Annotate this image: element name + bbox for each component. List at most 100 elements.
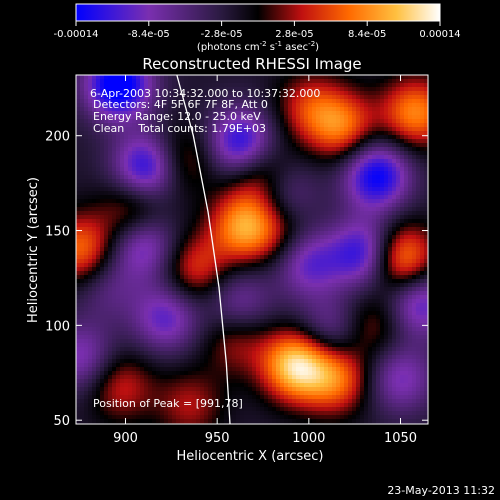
heatmap-cell	[140, 227, 145, 232]
heatmap-cell	[100, 223, 105, 228]
heatmap-cell	[148, 235, 153, 240]
heatmap-cell	[264, 155, 269, 160]
heatmap-cell	[96, 159, 101, 164]
heatmap-cell	[240, 263, 245, 268]
heatmap-cell	[180, 295, 185, 300]
heatmap-cell	[380, 291, 385, 296]
heatmap-cell	[124, 111, 129, 116]
heatmap-cell	[360, 263, 365, 268]
heatmap-cell	[196, 171, 201, 176]
heatmap-cell	[140, 287, 145, 292]
heatmap-cell	[216, 235, 221, 240]
heatmap-cell	[380, 183, 385, 188]
heatmap-cell	[376, 267, 381, 272]
heatmap-cell	[368, 163, 373, 168]
heatmap-cell	[264, 115, 269, 120]
heatmap-cell	[232, 187, 237, 192]
heatmap-cell	[92, 107, 97, 112]
heatmap-cell	[212, 239, 217, 244]
heatmap-cell	[392, 295, 397, 300]
heatmap-cell	[232, 103, 237, 108]
heatmap-cell	[384, 183, 389, 188]
heatmap-cell	[156, 135, 161, 140]
heatmap-cell	[348, 123, 353, 128]
heatmap-cell	[164, 175, 169, 180]
heatmap-cell	[172, 151, 177, 156]
heatmap-cell	[316, 243, 321, 248]
heatmap-cell	[256, 139, 261, 144]
heatmap-cell	[356, 83, 361, 88]
heatmap-cell	[316, 275, 321, 280]
heatmap-cell	[76, 163, 81, 168]
heatmap-cell	[372, 243, 377, 248]
heatmap-cell	[168, 87, 173, 92]
heatmap-cell	[80, 219, 85, 224]
heatmap-cell	[100, 95, 105, 100]
heatmap-cell	[316, 247, 321, 252]
heatmap-cell	[144, 91, 149, 96]
heatmap-cell	[280, 163, 285, 168]
heatmap-cell	[128, 139, 133, 144]
heatmap-cell	[380, 203, 385, 208]
heatmap-cell	[364, 267, 369, 272]
heatmap-cell	[204, 195, 209, 200]
heatmap-cell	[188, 183, 193, 188]
heatmap-cell	[84, 171, 89, 176]
heatmap-cell	[84, 83, 89, 88]
heatmap-cell	[156, 227, 161, 232]
heatmap-cell	[268, 207, 273, 212]
heatmap-cell	[320, 123, 325, 128]
heatmap-cell	[408, 263, 413, 268]
heatmap-cell	[148, 215, 153, 220]
heatmap-cell	[120, 259, 125, 264]
heatmap-cell	[92, 111, 97, 116]
heatmap-cell	[376, 75, 381, 80]
heatmap-cell	[336, 159, 341, 164]
heatmap-cell	[396, 119, 401, 124]
heatmap-cell	[244, 235, 249, 240]
heatmap-cell	[276, 83, 281, 88]
heatmap-cell	[304, 127, 309, 132]
heatmap-cell	[408, 243, 413, 248]
heatmap-cell	[272, 119, 277, 124]
heatmap-cell	[356, 115, 361, 120]
heatmap-cell	[392, 271, 397, 276]
heatmap-cell	[344, 199, 349, 204]
heatmap-cell	[420, 107, 425, 112]
heatmap-cell	[76, 75, 81, 80]
heatmap-cell	[260, 207, 265, 212]
heatmap-cell	[412, 119, 417, 124]
heatmap-cell	[136, 231, 141, 236]
heatmap-cell	[204, 271, 209, 276]
heatmap-cell	[308, 123, 313, 128]
heatmap-cell	[296, 263, 301, 268]
heatmap-cell	[200, 283, 205, 288]
heatmap-cell	[148, 119, 153, 124]
heatmap-cell	[360, 255, 365, 260]
heatmap-cell	[396, 139, 401, 144]
heatmap-cell	[244, 151, 249, 156]
heatmap-cell	[132, 143, 137, 148]
heatmap-cell	[240, 279, 245, 284]
heatmap-cell	[92, 199, 97, 204]
heatmap-cell	[108, 263, 113, 268]
heatmap-cell	[280, 295, 285, 300]
heatmap-cell	[184, 179, 189, 184]
heatmap-cell	[312, 143, 317, 148]
heatmap-cell	[172, 155, 177, 160]
heatmap-cell	[340, 119, 345, 124]
heatmap-cell	[392, 75, 397, 80]
heatmap-cell	[120, 135, 125, 140]
heatmap-cell	[416, 219, 421, 224]
heatmap-cell	[204, 247, 209, 252]
heatmap-cell	[288, 223, 293, 228]
heatmap-cell	[132, 291, 137, 296]
heatmap-cell	[280, 115, 285, 120]
heatmap-cell	[292, 111, 297, 116]
heatmap-cell	[336, 143, 341, 148]
heatmap-cell	[300, 239, 305, 244]
heatmap-cell	[356, 95, 361, 100]
heatmap-cell	[136, 251, 141, 256]
heatmap-cell	[172, 287, 177, 292]
heatmap-cell	[76, 83, 81, 88]
